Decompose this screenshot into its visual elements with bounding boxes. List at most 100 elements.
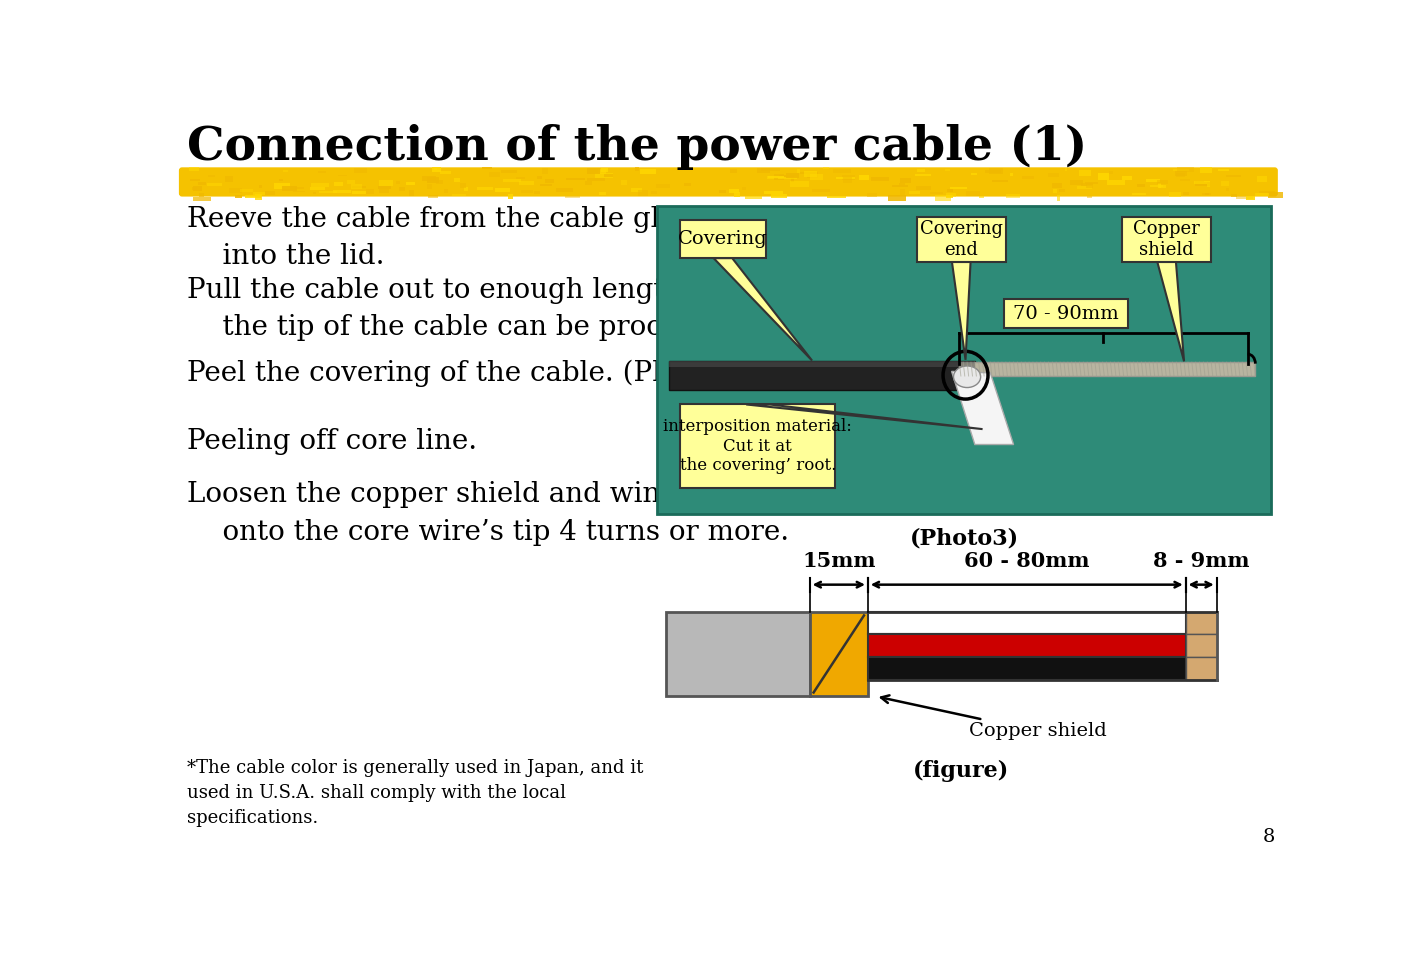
Bar (1226, 174, 1241, 177)
Bar (1086, 183, 1093, 185)
Bar (636, 167, 640, 171)
Bar (945, 169, 950, 171)
Bar (346, 180, 355, 184)
Bar (1177, 167, 1194, 171)
Bar (767, 176, 781, 178)
Bar (1082, 183, 1087, 186)
Bar (544, 179, 554, 183)
Bar (409, 190, 413, 195)
Bar (949, 187, 968, 189)
Bar (809, 611, 868, 696)
Text: 8 - 9mm: 8 - 9mm (1153, 551, 1250, 571)
Bar (440, 171, 452, 174)
Bar (915, 174, 931, 176)
Bar (496, 188, 510, 192)
Bar (1194, 181, 1210, 186)
Bar (1186, 634, 1217, 657)
Bar (459, 183, 466, 188)
Bar (352, 189, 366, 194)
Bar (835, 177, 855, 179)
Bar (399, 187, 405, 191)
Bar (638, 190, 647, 195)
Bar (1231, 194, 1237, 196)
Bar (668, 360, 975, 390)
Text: Peeling off core line.: Peeling off core line. (188, 428, 477, 455)
Bar (265, 191, 275, 195)
Text: 70 - 90mm: 70 - 90mm (1013, 305, 1119, 323)
Bar (566, 196, 580, 198)
Bar (540, 184, 553, 186)
Bar (1268, 193, 1287, 197)
Bar (1245, 196, 1255, 200)
Bar (868, 657, 1186, 680)
Bar (587, 177, 604, 181)
Text: Loosen the copper shield and wind it
    onto the core wire’s tip 4 turns or mor: Loosen the copper shield and wind it ont… (188, 482, 789, 546)
Bar (1255, 193, 1270, 196)
Text: 60 - 80mm: 60 - 80mm (963, 551, 1090, 571)
Bar (465, 187, 467, 191)
Bar (1099, 173, 1109, 179)
Bar (1087, 195, 1092, 198)
Bar (1159, 185, 1166, 188)
Text: (Photo3): (Photo3) (909, 528, 1019, 550)
Bar (534, 191, 540, 194)
Bar (1079, 170, 1092, 176)
Bar (295, 187, 304, 189)
Bar (651, 192, 657, 194)
Bar (1137, 184, 1146, 188)
Bar (972, 172, 978, 174)
Bar (946, 193, 956, 197)
Bar (1237, 195, 1253, 199)
Bar (587, 168, 600, 173)
Bar (1059, 189, 1064, 192)
Bar (1176, 171, 1187, 175)
Bar (428, 195, 437, 198)
Bar (516, 177, 524, 179)
Bar (598, 192, 606, 195)
Bar (194, 186, 202, 191)
Bar (252, 192, 265, 194)
Bar (198, 182, 207, 185)
Bar (798, 169, 799, 173)
Bar (785, 173, 798, 178)
Bar (333, 191, 351, 194)
Bar (229, 188, 242, 194)
Bar (680, 219, 765, 258)
Bar (406, 182, 415, 186)
Bar (989, 169, 1003, 173)
Bar (720, 190, 727, 194)
Bar (453, 178, 460, 182)
Bar (1168, 193, 1181, 197)
Bar (279, 179, 282, 181)
Bar (809, 174, 822, 180)
Bar (598, 169, 606, 174)
Bar (537, 176, 542, 179)
Bar (1077, 186, 1092, 189)
Polygon shape (714, 258, 812, 360)
Bar (1206, 193, 1208, 195)
Bar (584, 181, 591, 185)
Bar (778, 177, 797, 179)
Bar (358, 189, 373, 194)
Bar (192, 196, 211, 201)
Bar (764, 191, 782, 194)
Bar (1086, 182, 1099, 184)
Bar (436, 180, 443, 184)
Bar (200, 194, 204, 196)
Polygon shape (1157, 262, 1184, 361)
Bar (1146, 179, 1160, 182)
Bar (866, 193, 876, 196)
Bar (1049, 173, 1059, 177)
Bar (355, 168, 366, 173)
Bar (191, 188, 197, 191)
Bar (668, 360, 975, 367)
Bar (432, 168, 442, 172)
Bar (1064, 168, 1067, 171)
Text: 8: 8 (1263, 829, 1275, 846)
Bar (684, 183, 691, 186)
Text: *The cable color is generally used in Japan, and it
used in U.S.A. shall comply : *The cable color is generally used in Ja… (188, 759, 644, 827)
Bar (916, 217, 1006, 262)
Bar (1022, 176, 1035, 179)
Bar (992, 179, 1007, 182)
Bar (225, 176, 234, 182)
